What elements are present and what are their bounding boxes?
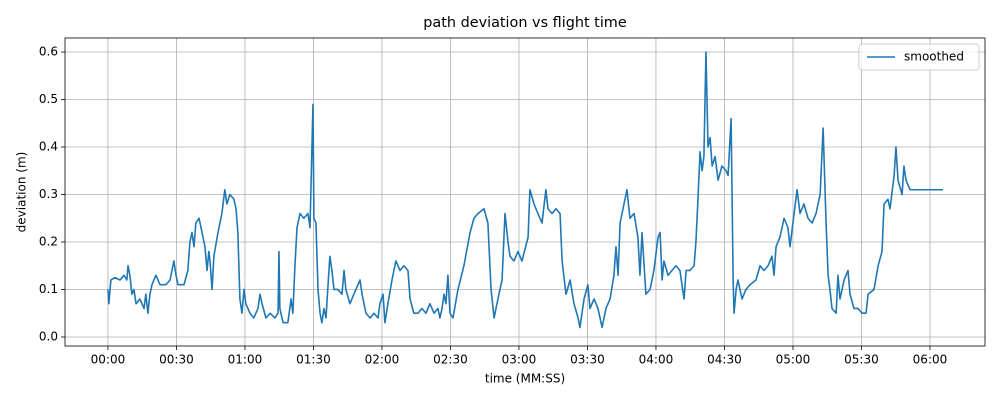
y-tick-label: 0.6	[39, 45, 58, 59]
axes-frame	[64, 37, 986, 347]
x-tick-label: 05:00	[776, 353, 811, 367]
y-tick-label: 0.4	[39, 139, 58, 153]
data-line	[107, 51, 943, 329]
x-tick-label: 05:30	[844, 353, 879, 367]
chart-title: path deviation vs flight time	[423, 15, 627, 31]
y-tick-label: 0.2	[39, 234, 58, 248]
x-tick-label: 01:00	[228, 353, 263, 367]
legend: smoothed	[858, 43, 980, 71]
x-tick-label: 01:30	[296, 353, 331, 367]
legend-box	[858, 43, 980, 71]
y-tick-label: 0.3	[39, 187, 58, 201]
x-tick-label: 06:00	[913, 353, 948, 367]
x-tick-label: 02:30	[433, 353, 468, 367]
y-tick-label: 0.0	[39, 329, 58, 343]
x-tick-label: 02:00	[365, 353, 400, 367]
x-tick-label: 04:00	[639, 353, 674, 367]
plot-area	[107, 51, 943, 329]
x-axis-label: time (MM:SS)	[485, 372, 565, 386]
x-tick-label: 04:30	[707, 353, 742, 367]
grid: 00:00 00:30 01:00 01:30 02:00 02:30 03:00 03:30…	[39, 38, 985, 367]
y-tick-label: 0.5	[39, 92, 58, 106]
x-tick-label: 03:30	[570, 353, 605, 367]
x-tick-label: 00:30	[159, 353, 194, 367]
x-tick-label: 00:00	[91, 353, 126, 367]
x-tick-label: 03:00	[502, 353, 537, 367]
y-axis-label: deviation (m)	[15, 152, 29, 233]
y-tick-label: 0.1	[39, 282, 58, 296]
legend-label: smoothed	[904, 50, 964, 64]
